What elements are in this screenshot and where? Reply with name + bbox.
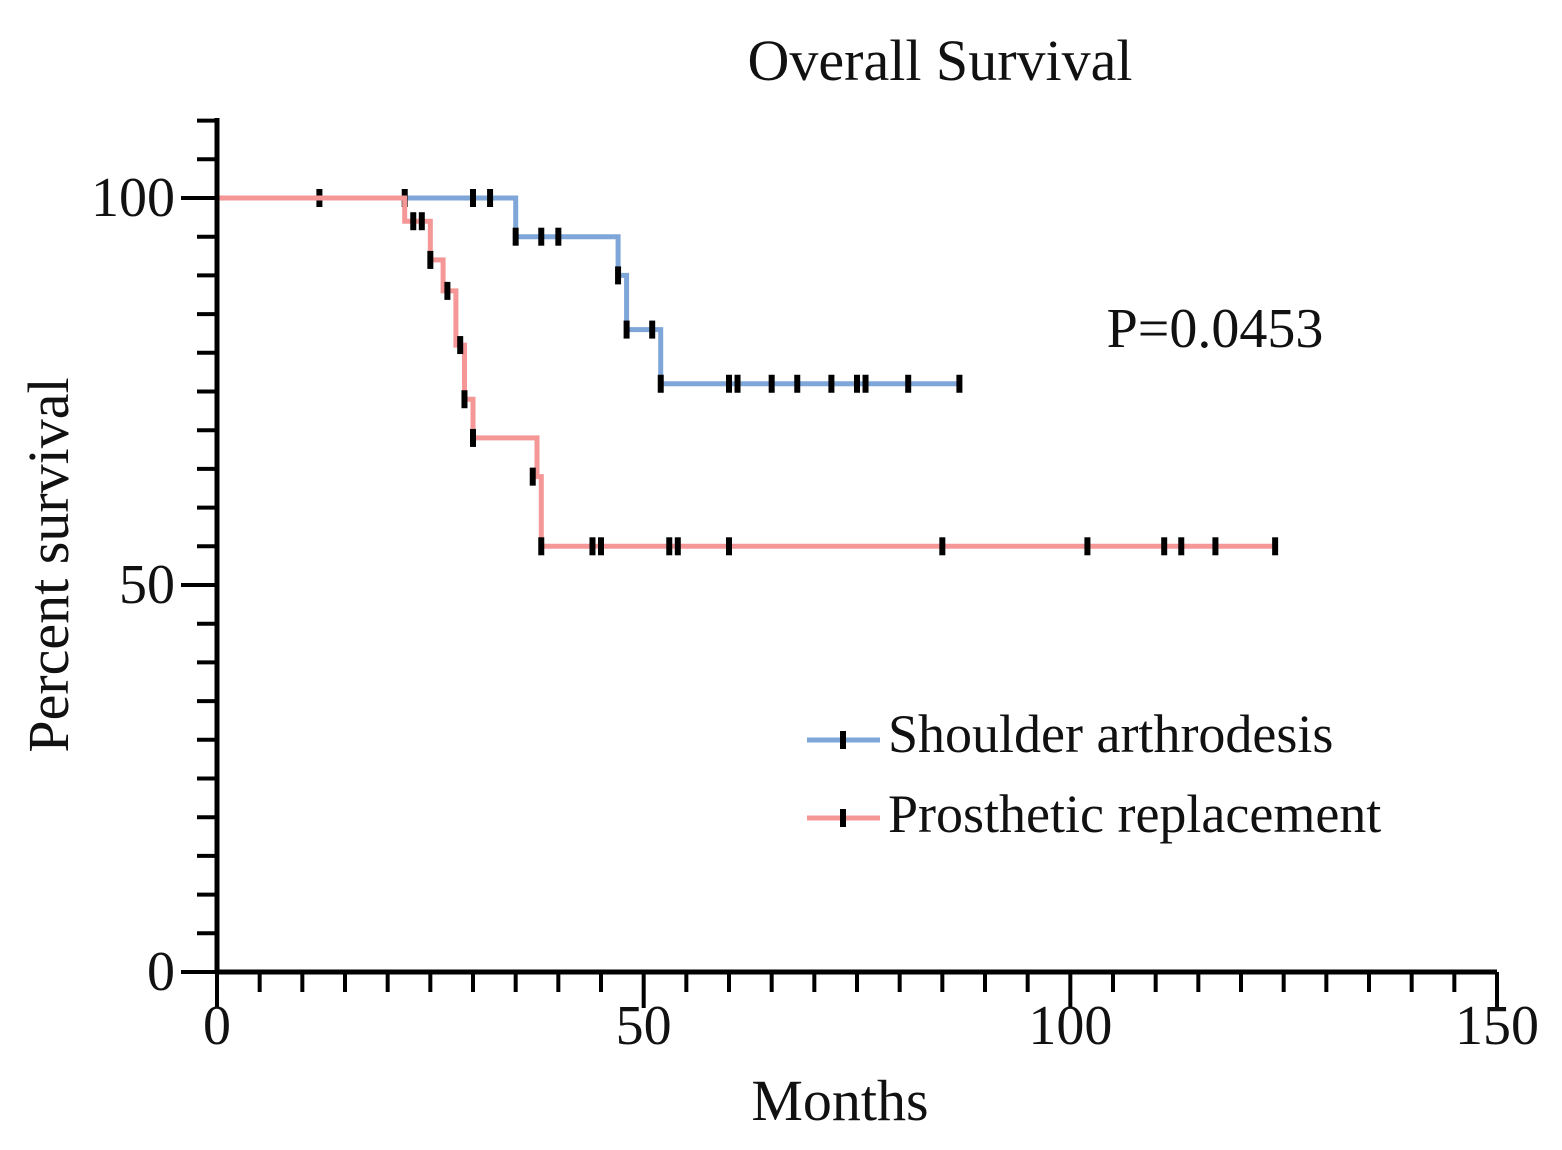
x-tick-label: 100 [1028,995,1112,1057]
p-value-annotation: P=0.0453 [1107,298,1324,360]
x-tick-label: 50 [616,995,672,1057]
series-shoulder-arthrodesis [217,189,963,393]
y-tick-label: 100 [91,167,175,229]
legend-label-prosthetic-replacement: Prosthetic replacement [888,784,1381,844]
x-axis-ticks: 0 50 100 150 [203,972,1539,1057]
survival-curve-shoulder-arthrodesis [217,195,960,387]
x-tick-label: 150 [1455,995,1539,1057]
y-axis-ticks: 0 50 100 [91,118,217,1003]
legend-label-shoulder-arthrodesis: Shoulder arthrodesis [888,704,1333,764]
y-tick-label: 50 [119,554,175,616]
legend: Shoulder arthrodesis Prosthetic replacem… [807,704,1381,844]
y-tick-label: 0 [147,941,175,1003]
x-axis-label: Months [751,1068,928,1133]
y-axis-label: Percent survival [16,377,81,752]
survival-curve-prosthetic-replacement [217,195,1276,549]
series-prosthetic-replacement [217,195,1279,556]
chart-title: Overall Survival [748,28,1133,93]
x-tick-label: 0 [203,995,231,1057]
series-layer [217,189,1279,556]
